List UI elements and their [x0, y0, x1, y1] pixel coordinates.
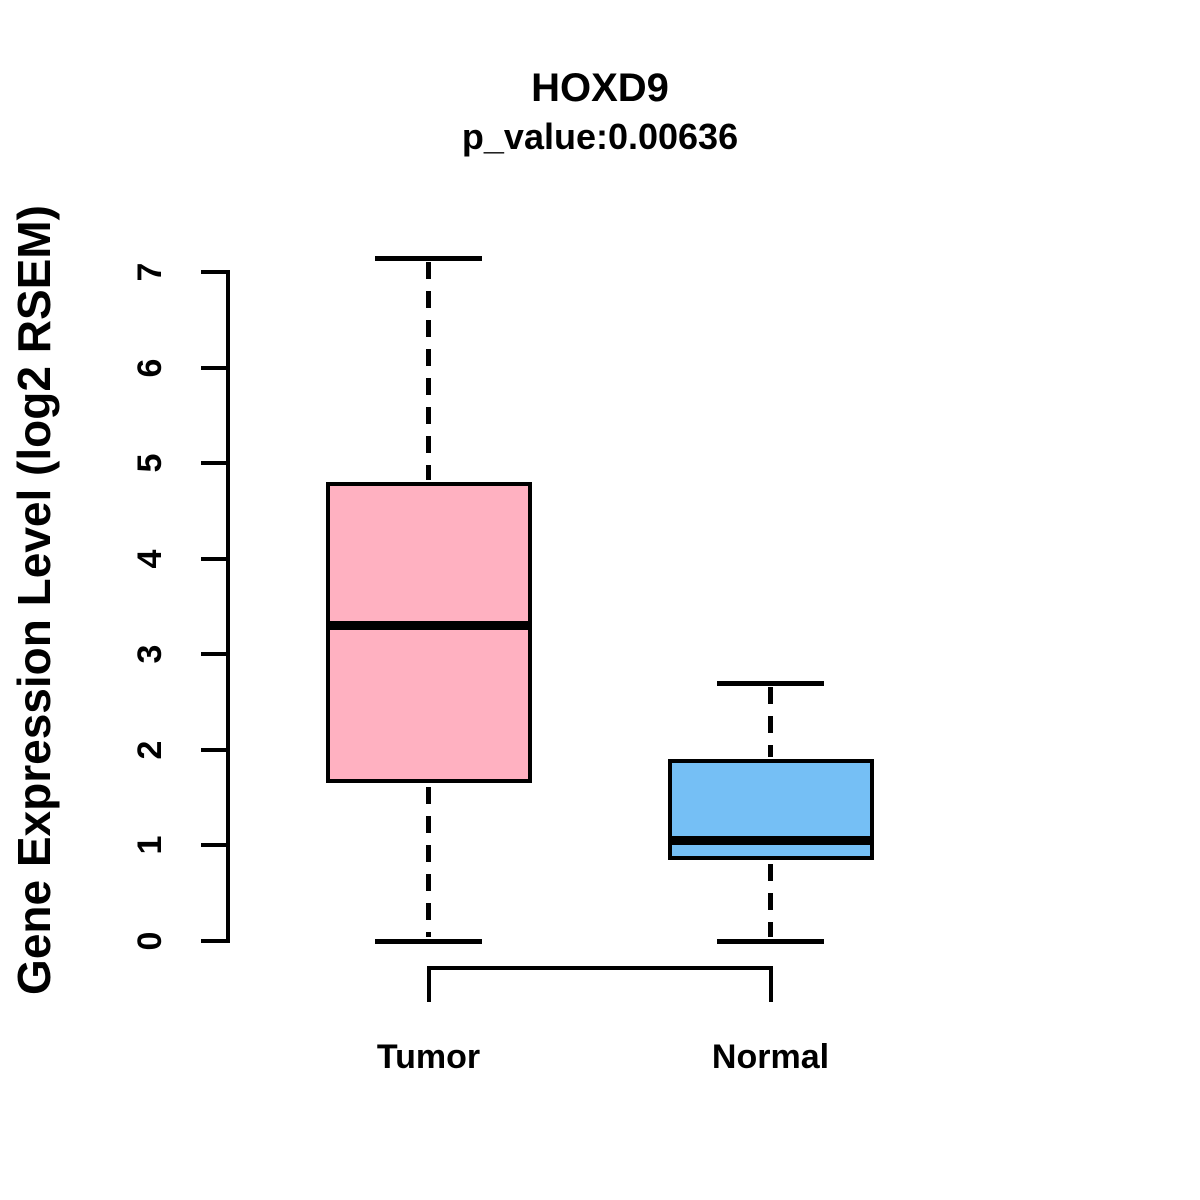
- tumor-median-line: [329, 621, 528, 631]
- y-axis-tick-label: 1: [130, 835, 169, 855]
- normal-lower-whisker: [768, 863, 773, 937]
- y-axis-tick-label: 7: [130, 262, 169, 282]
- normal-upper-whisker-cap: [717, 680, 824, 686]
- tumor-x-label: Tumor: [376, 1038, 481, 1076]
- y-axis-tick: [201, 461, 226, 466]
- tumor-lower-whisker: [426, 787, 431, 937]
- tumor-upper-whisker-cap: [375, 255, 482, 261]
- normal-x-label: Normal: [711, 1038, 830, 1076]
- y-axis-tick: [201, 652, 226, 657]
- y-axis-tick: [201, 365, 226, 370]
- y-axis-tick: [201, 843, 226, 848]
- y-axis-tick-label: 5: [130, 453, 169, 473]
- tumor-lower-whisker-cap: [375, 939, 482, 944]
- title-block: HOXD9 p_value:0.00636: [200, 62, 1000, 161]
- y-axis-line: [226, 270, 230, 943]
- comparison-bracket-left-leg: [426, 966, 431, 1002]
- comparison-bracket-line: [426, 966, 773, 970]
- tumor-upper-whisker: [426, 261, 431, 481]
- normal-lower-whisker-cap: [717, 939, 824, 944]
- normal-median-line: [671, 836, 870, 846]
- normal-upper-whisker: [768, 686, 773, 758]
- comparison-bracket-right-leg: [768, 966, 773, 1002]
- y-axis-tick-label: 6: [130, 358, 169, 378]
- chart-pvalue-subtitle: p_value:0.00636: [461, 116, 739, 157]
- y-axis-tick: [201, 747, 226, 752]
- tumor-box: [325, 482, 532, 784]
- y-axis-tick: [201, 270, 226, 274]
- y-axis-tick-label: 3: [130, 644, 169, 664]
- y-axis-tick-label: 0: [130, 931, 169, 951]
- y-axis-tick: [201, 556, 226, 561]
- chart-title: HOXD9: [531, 66, 669, 110]
- y-axis-tick-label: 4: [130, 549, 169, 569]
- y-axis-tick: [201, 939, 226, 943]
- y-axis-tick-label: 2: [130, 740, 169, 760]
